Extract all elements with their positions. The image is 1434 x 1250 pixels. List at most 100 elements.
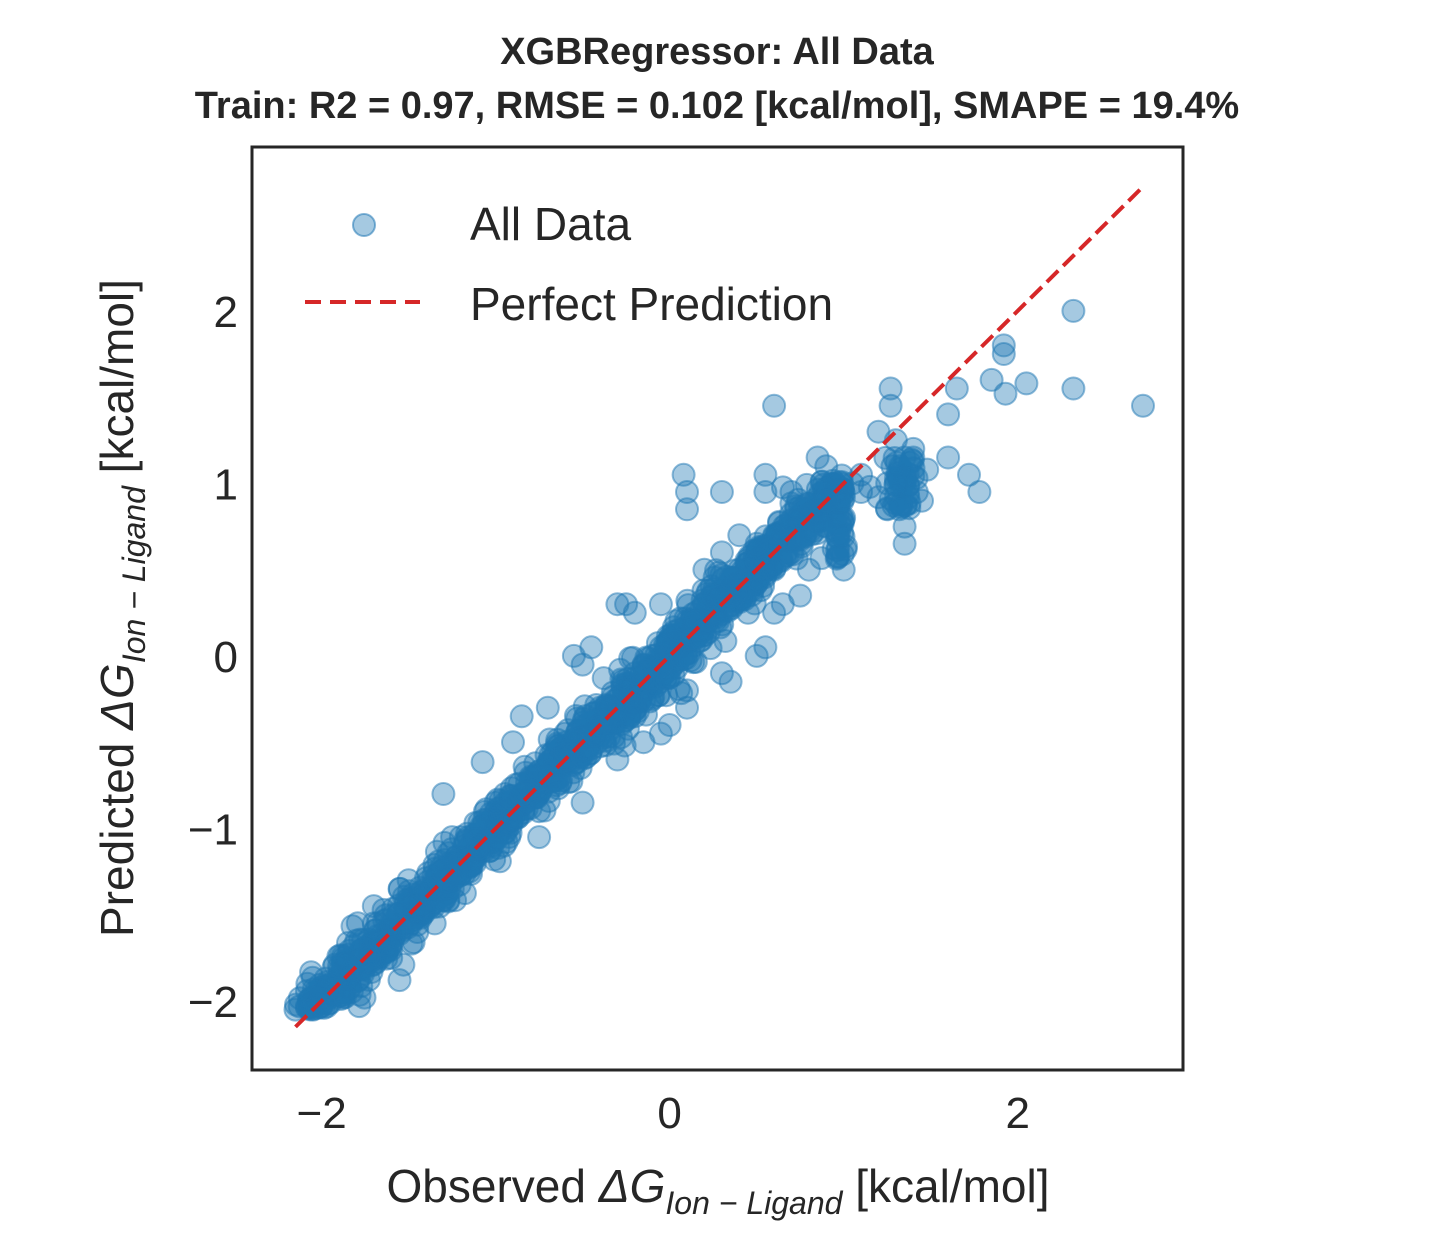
scatter-point (991, 333, 1016, 358)
scatter-point (622, 661, 647, 686)
scatter-point (875, 497, 900, 522)
scatter-point (527, 799, 552, 824)
x-axis-label: Observed ΔGIon − Ligand [kcal/mol] (387, 1160, 1050, 1221)
scatter-point (892, 531, 917, 556)
y-tick-label: −2 (188, 978, 238, 1027)
x-axis-label-subscript: Ion − Ligand (665, 1185, 843, 1221)
scatter-point (779, 540, 804, 565)
chart-subtitle: Train: R2 = 0.97, RMSE = 0.102 [kcal/mol… (195, 85, 1239, 127)
scatter-point (470, 750, 495, 775)
scatter-point (648, 635, 673, 660)
scatter-point (518, 764, 543, 789)
y-axis-label-prefix: Predicted (91, 730, 143, 937)
y-axis-label-symbol: ΔG (91, 663, 143, 731)
y-axis-label-subscript: Ion − Ligand (116, 485, 152, 663)
y-axis-label-suffix: [kcal/mol] (91, 279, 143, 486)
scatter-point (527, 825, 552, 850)
scatter-point (892, 514, 917, 539)
scatter-point (675, 497, 699, 522)
scatter-point (492, 833, 517, 858)
scatter-point (675, 678, 699, 703)
scatter-point (622, 600, 647, 625)
x-tick-label: −2 (297, 1089, 347, 1138)
x-tick-label: 2 (1005, 1089, 1029, 1138)
x-tick-label: 0 (657, 1089, 681, 1138)
scatter-point (483, 790, 508, 815)
scatter-point (892, 445, 917, 470)
scatter-point (605, 747, 630, 772)
scatter-point (967, 480, 992, 504)
scatter-point (709, 661, 734, 686)
x-tick-labels: −2 0 2 (297, 1089, 1030, 1138)
scatter-point (762, 557, 787, 582)
scatter-point (1131, 393, 1155, 418)
plot-frame (250, 145, 1185, 1072)
scatter-point (736, 600, 760, 625)
scatter-point (640, 687, 665, 712)
y-tick-labels: −2 −1 0 1 2 (188, 288, 238, 1027)
scatter-point (553, 721, 578, 746)
scatter-point (831, 557, 856, 582)
scatter-point (814, 454, 839, 479)
scatter-point (570, 790, 595, 815)
perfect-prediction-line (294, 185, 1145, 1029)
scatter-point (327, 954, 351, 979)
y-tick-label: −1 (188, 805, 238, 854)
scatter-point (814, 514, 839, 539)
y-tick-label: 2 (214, 288, 238, 337)
scatter-point (744, 531, 769, 556)
scatter-point (1061, 376, 1086, 401)
scatter-point (709, 480, 734, 504)
scatter-point (805, 445, 830, 470)
scatter-point (1014, 371, 1039, 396)
scatter-point (614, 592, 639, 617)
scatter-point (440, 825, 465, 850)
scatter-point (744, 643, 769, 668)
scatter-point (718, 669, 743, 694)
scatter-point (915, 457, 940, 482)
scatter-point (631, 652, 656, 677)
scatter-point (993, 381, 1018, 406)
scatter-point (501, 730, 525, 755)
scatter-point (344, 928, 369, 953)
scatter-point (779, 480, 804, 504)
scatter-point (788, 583, 813, 608)
scatter-point (535, 750, 560, 775)
scatter-point (361, 894, 386, 919)
scatter-point (351, 927, 376, 952)
scatter-point (991, 342, 1016, 366)
scatter-point (579, 635, 604, 660)
scatter-point (901, 436, 926, 461)
scatter-point (283, 997, 308, 1022)
scatter-point (936, 445, 961, 470)
x-axis-label-prefix: Observed (387, 1160, 599, 1212)
legend-label-all-data: All Data (470, 198, 631, 250)
scatter-point (405, 920, 430, 944)
y-axis-label: Predicted ΔGIon − Ligand [kcal/mol] (91, 279, 152, 937)
scatter-point (701, 583, 726, 608)
scatter-point (657, 713, 682, 737)
y-tick-label: 0 (214, 633, 238, 682)
scatter-point (678, 648, 703, 673)
scatter-point (762, 393, 787, 418)
chart-title: XGBRegressor: All Data (500, 31, 934, 73)
y-tick-label: 1 (214, 460, 238, 509)
scatter-point (535, 695, 560, 720)
scatter-point (866, 485, 891, 510)
scatter-point (936, 402, 961, 427)
scatter-point (709, 540, 734, 565)
scatter-point (675, 480, 699, 504)
scatter-point (692, 557, 717, 582)
scatter-point (361, 911, 386, 936)
scatter-point (648, 721, 673, 746)
scatter-point (762, 600, 787, 625)
scatter-point (753, 462, 778, 487)
legend: All Data Perfect Prediction (305, 198, 833, 330)
scatter-point (944, 376, 969, 401)
scatter-point (333, 985, 357, 1010)
scatter-point (883, 471, 908, 496)
scatter-point (1061, 298, 1086, 323)
scatter-point (622, 704, 647, 729)
legend-scatter-marker (352, 213, 376, 237)
